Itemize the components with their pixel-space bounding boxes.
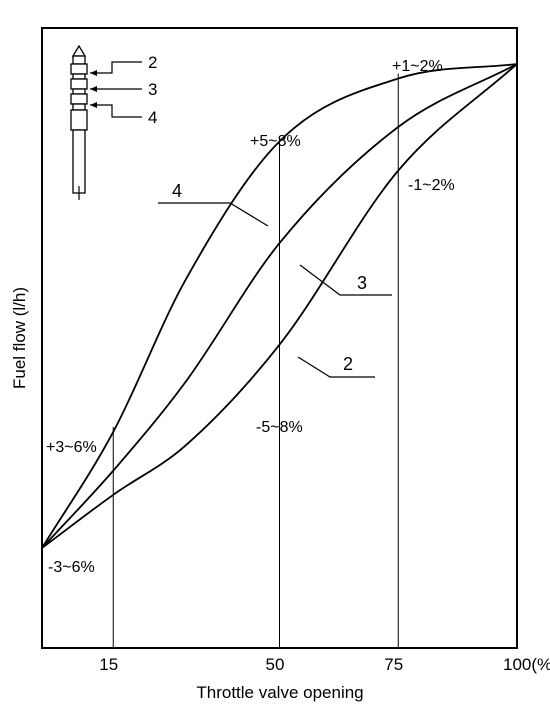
leader-line-series-3 bbox=[299, 264, 392, 296]
inset-label: 2 bbox=[148, 53, 157, 72]
leader-line-series-4 bbox=[158, 202, 269, 227]
annotation-label: +1~2% bbox=[392, 58, 443, 75]
inset-label: 3 bbox=[148, 80, 157, 99]
curves bbox=[41, 63, 518, 549]
inset-label: 4 bbox=[148, 108, 157, 127]
curve-series-4 bbox=[41, 63, 518, 549]
annotation-label: -3~6% bbox=[48, 559, 95, 576]
leader-line-series-2 bbox=[297, 356, 375, 378]
curve-series-2 bbox=[41, 63, 518, 549]
annotation-label: -1~2% bbox=[408, 177, 455, 194]
x-ticks: 15 50 75 100(%) bbox=[99, 655, 550, 674]
x-tick-label: 50 bbox=[266, 655, 285, 674]
annotation-label: +3~6% bbox=[46, 439, 97, 456]
curve-series-3 bbox=[41, 63, 518, 549]
x-axis-label: Throttle valve opening bbox=[196, 683, 363, 702]
y-axis-label: Fuel flow (l/h) bbox=[10, 287, 29, 389]
x-tick-label: 15 bbox=[99, 655, 118, 674]
series-label-2: 2 bbox=[343, 354, 353, 374]
annotation-label: -5~8% bbox=[256, 419, 303, 436]
inset-needle-drawing bbox=[70, 44, 88, 200]
inset-arrows bbox=[90, 61, 142, 118]
x-tick-label: 100(%) bbox=[503, 655, 550, 674]
series-label-3: 3 bbox=[357, 273, 367, 293]
x-tick-label: 75 bbox=[384, 655, 403, 674]
series-label-4: 4 bbox=[172, 181, 182, 201]
annotation-label: +5~8% bbox=[250, 133, 301, 150]
reference-lines bbox=[112, 73, 399, 648]
